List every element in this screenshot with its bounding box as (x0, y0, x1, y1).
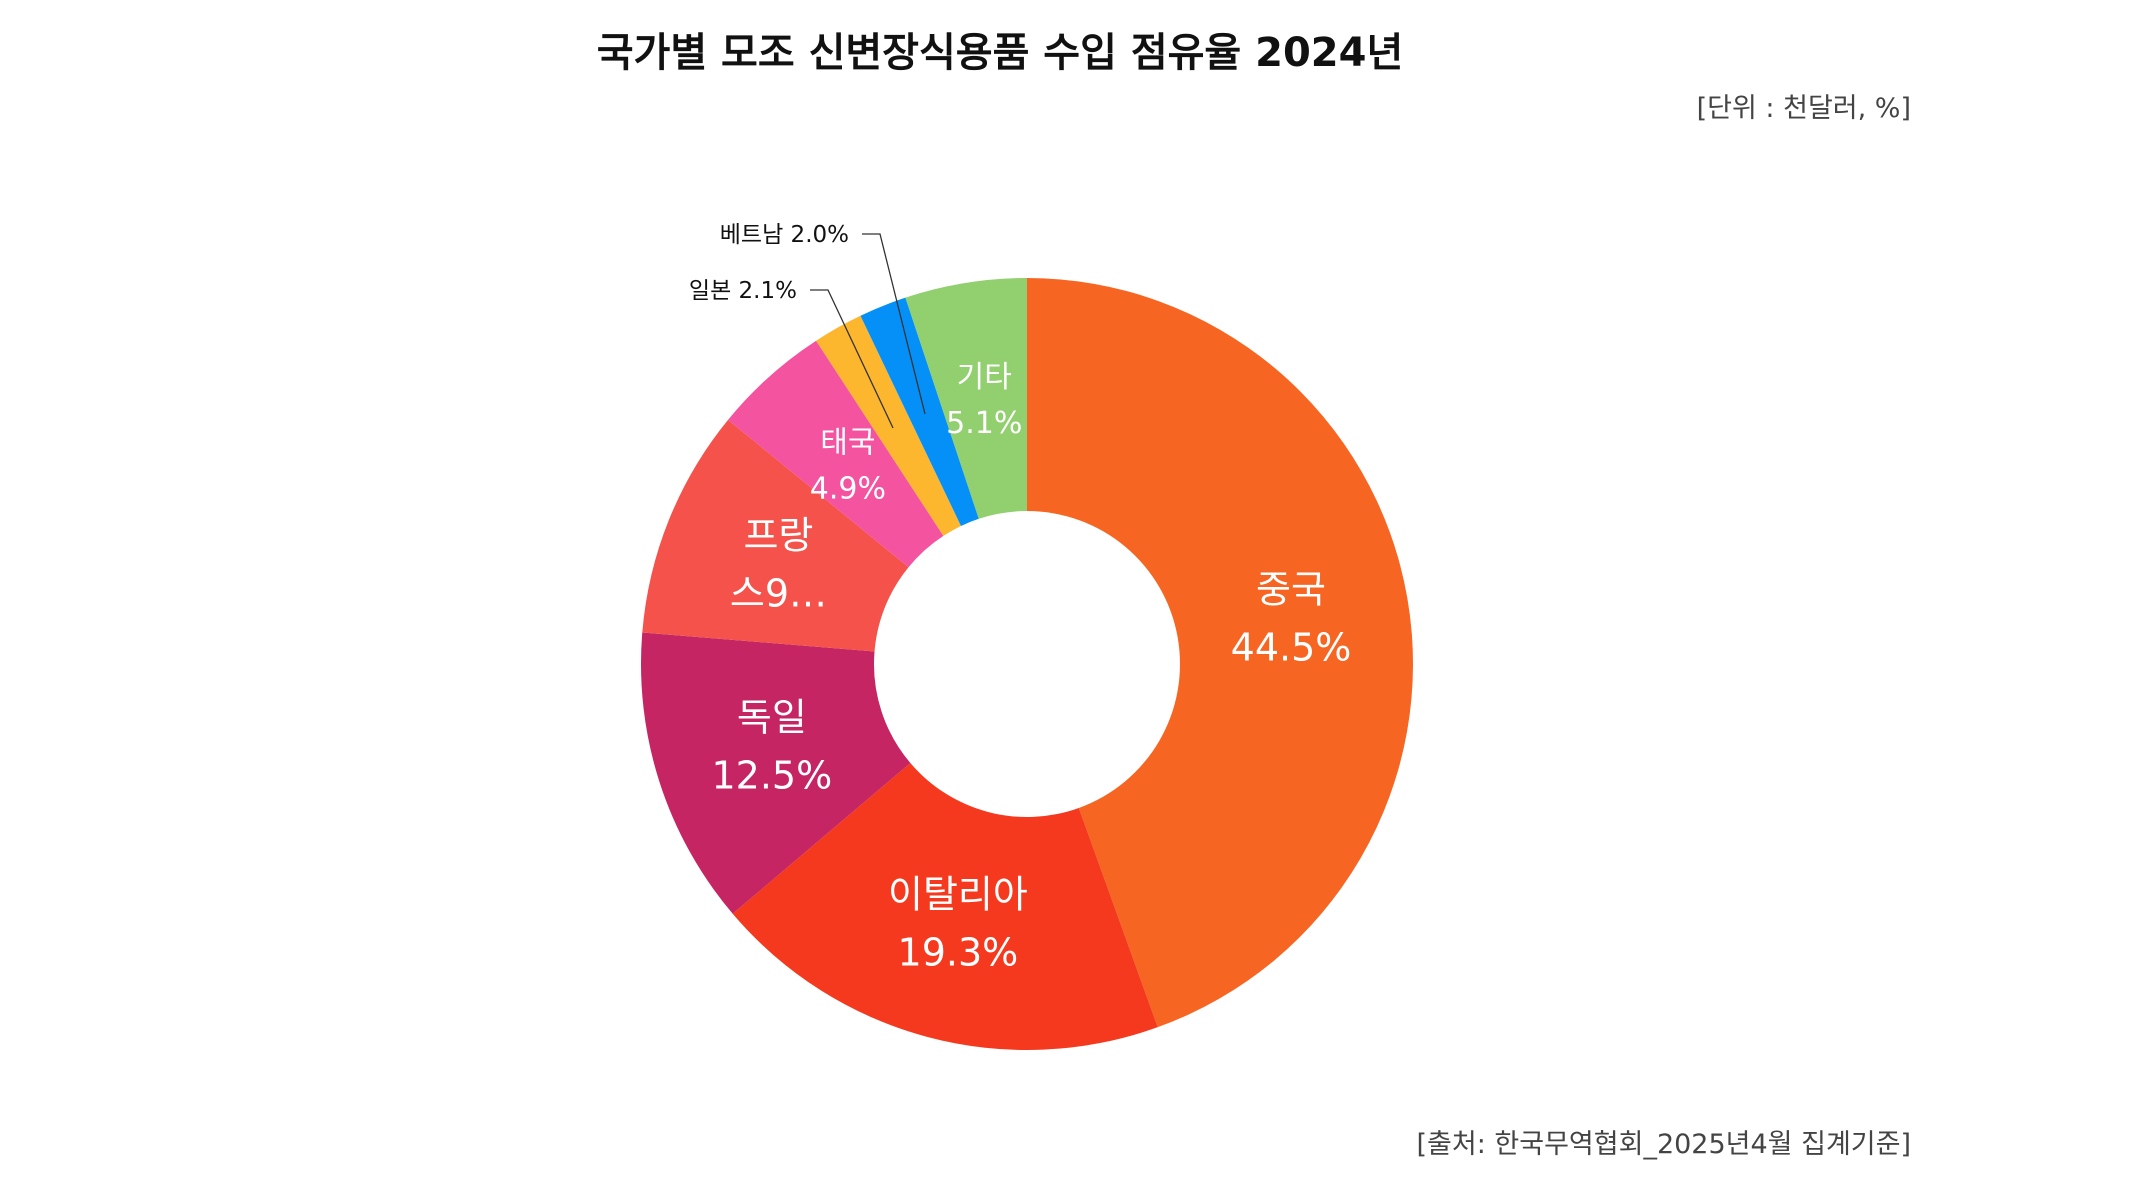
data-label-0-0: 중국 (1256, 568, 1326, 612)
slice-7[interactable] (905, 278, 1027, 519)
data-label-6: 베트남 2.0% (720, 222, 849, 248)
slice-3[interactable] (642, 419, 909, 652)
data-label-5: 일본 2.1% (689, 278, 797, 304)
data-label-1-1: 19.3% (898, 931, 1019, 975)
unit-note: [단위 : 천달러, %] (1696, 93, 1911, 124)
chart-title: 국가별 모조 신변장식용품 수입 점유율 2024년 (596, 30, 1404, 76)
slice-0[interactable] (1027, 278, 1413, 1028)
data-label-4-0: 태국 (820, 425, 875, 460)
data-label-1-0: 이탈리아 (888, 873, 1028, 917)
data-label-2-1: 12.5% (711, 754, 832, 798)
data-label-3-1: 스9… (730, 571, 827, 615)
data-label-4-1: 4.9% (810, 471, 886, 506)
data-label-0-1: 44.5% (1231, 626, 1352, 670)
data-label-7-0: 기타 (957, 360, 1012, 395)
slice-1[interactable] (732, 762, 1158, 1050)
callout-line-5 (810, 289, 894, 429)
data-label-7-1: 5.1% (946, 406, 1022, 441)
data-label-2-0: 독일 (737, 696, 807, 740)
slice-6[interactable] (860, 297, 979, 526)
data-label-3-0: 프랑 (743, 513, 813, 557)
slice-4[interactable] (728, 340, 944, 568)
slice-5[interactable] (816, 315, 961, 536)
source-note: [출처: 한국무역협회_2025년4월 집계기준] (1416, 1129, 1911, 1160)
callout-line-6 (862, 233, 926, 415)
slice-2[interactable] (641, 632, 911, 914)
